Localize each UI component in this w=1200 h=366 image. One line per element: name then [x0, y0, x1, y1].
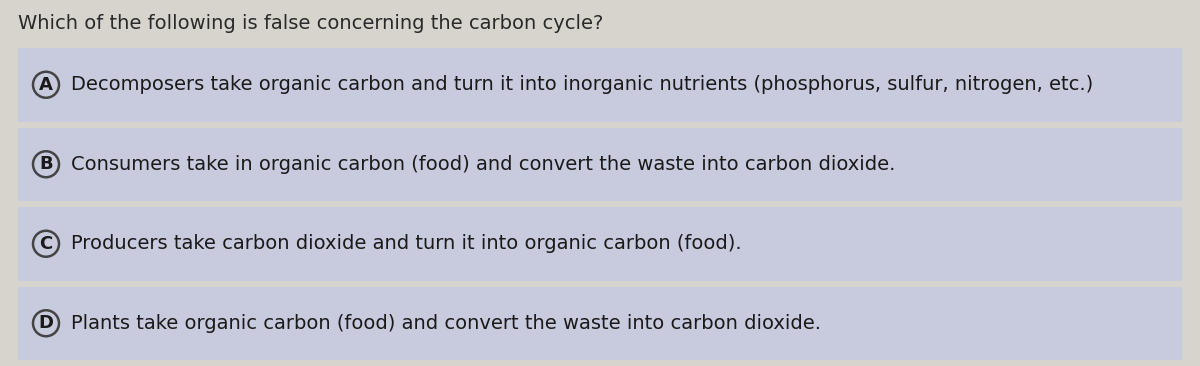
Text: Plants take organic carbon (food) and convert the waste into carbon dioxide.: Plants take organic carbon (food) and co… — [71, 314, 821, 333]
FancyBboxPatch shape — [18, 48, 1182, 122]
Text: Decomposers take organic carbon and turn it into inorganic nutrients (phosphorus: Decomposers take organic carbon and turn… — [71, 75, 1093, 94]
Text: D: D — [38, 314, 54, 332]
Text: C: C — [40, 235, 53, 253]
Text: B: B — [40, 155, 53, 173]
FancyBboxPatch shape — [18, 207, 1182, 280]
Text: Consumers take in organic carbon (food) and convert the waste into carbon dioxid: Consumers take in organic carbon (food) … — [71, 155, 895, 174]
Text: Producers take carbon dioxide and turn it into organic carbon (food).: Producers take carbon dioxide and turn i… — [71, 234, 742, 253]
Text: A: A — [40, 76, 53, 94]
FancyBboxPatch shape — [18, 127, 1182, 201]
FancyBboxPatch shape — [18, 287, 1182, 360]
Text: Which of the following is false concerning the carbon cycle?: Which of the following is false concerni… — [18, 14, 604, 33]
